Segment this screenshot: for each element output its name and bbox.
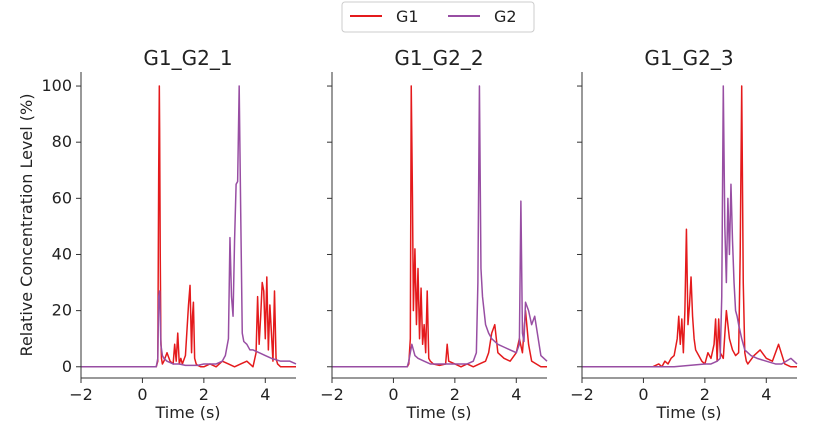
panel-3-plot: −2 0 2 4 [570,72,798,404]
panel-2-x-tick-label: 2 [450,385,460,404]
legend-g1-label: G1 [396,7,419,26]
panel-3-series-g2-line [582,85,798,368]
panel-2-x-tick-label: −2 [320,385,344,404]
panel-1-x-tick-label: 4 [260,385,270,404]
panel-2-x-tick-label: 4 [511,385,521,404]
panel-3-x-tick-label: 4 [761,385,771,404]
legend-g2-label: G2 [494,7,517,26]
panel-1: G1_G2_1 Time (s) Relative Concentration … [17,46,297,422]
panel-2-title: G1_G2_2 [394,46,483,70]
panel-2: G1_G2_2 Time (s) −2 0 2 4 [320,46,548,422]
panel-3-title: G1_G2_3 [644,46,733,70]
panel-1-y-tick-label: 40 [52,244,72,263]
panel-3-series-g1-line [582,85,797,368]
panel-2-xlabel: Time (s) [405,403,471,422]
panel-3-x-tick-label: 2 [700,385,710,404]
panel-3: G1_G2_3 Time (s) −2 0 2 4 [570,46,798,422]
panel-1-series-g1-line [81,85,296,368]
panel-1-y-tick-label: 80 [52,132,72,151]
panel-1-y-tick-label: 60 [52,188,72,207]
panel-1-y-tick-label: 100 [41,76,72,95]
panel-3-x-tick-label: −2 [570,385,594,404]
panel-1-x-tick-label: 0 [137,385,147,404]
panel-1-y-tick-label: 0 [62,357,72,376]
panel-1-series-g2-line [81,85,297,368]
panel-1-xlabel: Time (s) [154,403,220,422]
panel-3-x-tick-label: 0 [638,385,648,404]
panel-1-y-tick-label: 20 [52,301,72,320]
panel-2-series-g1-line [332,85,547,368]
panel-2-x-tick-label: 0 [388,385,398,404]
panel-1-x-tick-label: −2 [69,385,93,404]
panel-1-x-tick-label: 2 [199,385,209,404]
panel-2-plot: −2 0 2 4 [320,72,548,404]
panel-3-xlabel: Time (s) [655,403,721,422]
panel-1-ylabel: Relative Concentration Level (%) [17,94,36,357]
panel-1-title: G1_G2_1 [143,46,232,70]
legend-frame [341,1,535,33]
legend: G1 G2 [341,1,535,33]
panel-2-series-g2-line [332,85,548,368]
